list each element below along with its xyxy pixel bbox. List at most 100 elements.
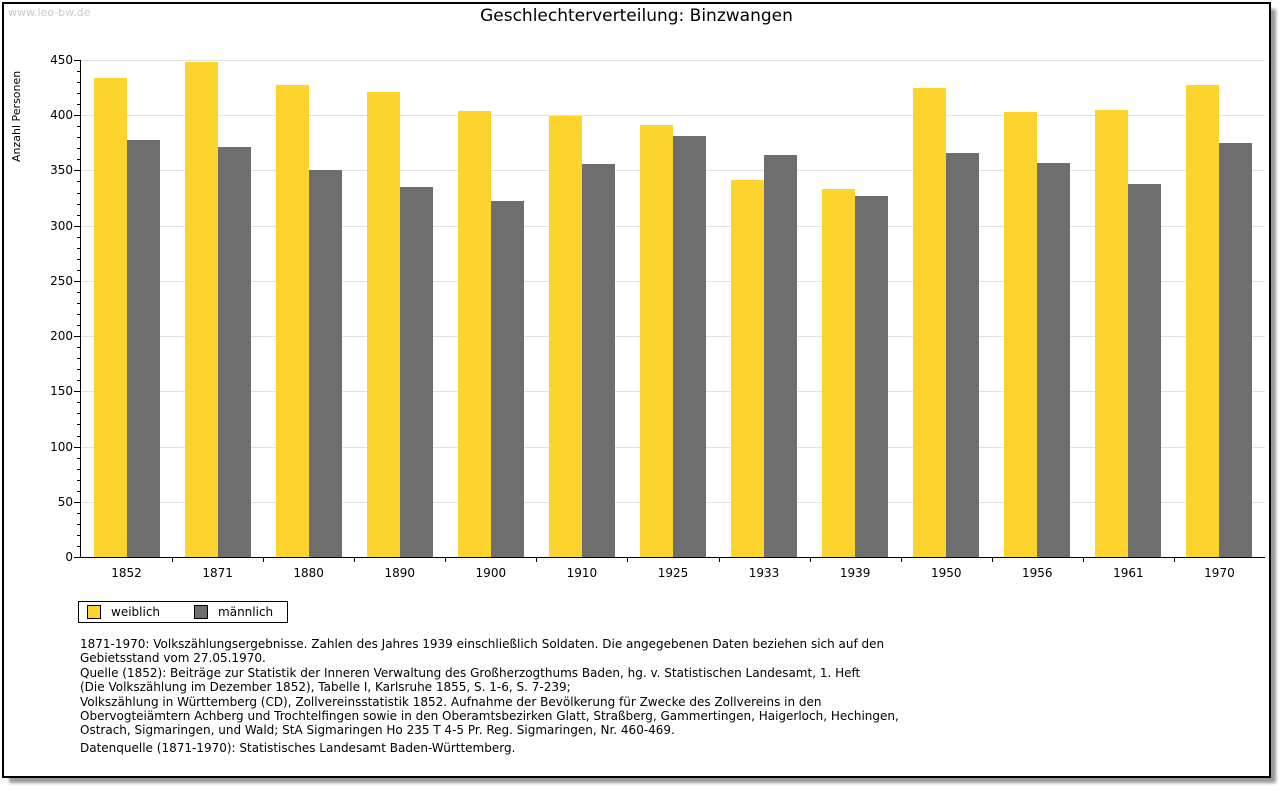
y-axis-tick <box>77 82 80 84</box>
datasource-note: Datenquelle (1871-1970): Statistisches L… <box>80 741 516 755</box>
bar-weiblich-1852 <box>93 77 127 557</box>
x-axis-tick <box>809 558 811 562</box>
y-tick-label: 50 <box>57 494 73 509</box>
bar-männlich-1890 <box>399 187 433 557</box>
x-tick-label: 1925 <box>657 566 689 580</box>
x-tick-label: 1939 <box>839 566 871 580</box>
bar-weiblich-1910 <box>548 116 582 557</box>
y-axis-tick <box>74 170 80 172</box>
bar-weiblich-1890 <box>366 92 400 557</box>
footnote-line: Ostrach, Sigmaringen, und Wald; StA Sigm… <box>80 723 675 738</box>
x-axis-tick <box>991 558 993 562</box>
y-axis-tick <box>77 545 80 547</box>
weiblich-swatch <box>87 605 101 619</box>
chart-title: Geschlechterverteilung: Binzwangen <box>480 6 793 26</box>
x-axis-tick <box>1082 558 1084 562</box>
y-axis-tick <box>77 479 80 481</box>
y-axis-tick <box>74 280 80 282</box>
footnote-line: Obervogteiämtern Achberg und Trochtelfin… <box>80 709 899 724</box>
y-tick-label: 0 <box>65 550 73 564</box>
footnote-line: Quelle (1852): Beiträge zur Statistik de… <box>80 665 861 680</box>
y-axis-tick <box>77 302 80 304</box>
y-axis-tick <box>77 192 80 194</box>
footnotes: 1871-1970: Volkszählungsergebnisse. Zahl… <box>80 637 899 738</box>
y-axis-tick <box>77 93 80 95</box>
x-axis-tick <box>627 558 629 562</box>
maennlich-swatch <box>194 605 209 619</box>
y-axis-tick <box>77 126 80 128</box>
bar-weiblich-1950 <box>913 87 947 557</box>
x-axis-tick <box>536 558 538 562</box>
gridline <box>81 115 1265 117</box>
y-axis-tick <box>77 71 80 73</box>
bar-männlich-1852 <box>126 139 160 557</box>
bar-weiblich-1956 <box>1004 111 1038 557</box>
x-tick-label: 1852 <box>111 566 142 580</box>
legend-item-maennlich: männlich <box>194 605 273 619</box>
y-axis-tick <box>77 490 80 492</box>
x-tick-label: 1950 <box>930 566 962 580</box>
y-axis-tick <box>74 225 80 227</box>
bar-männlich-1970 <box>1219 142 1253 557</box>
y-axis-tick <box>74 115 80 117</box>
footnote-line: (Die Volkszählung im Dezember 1852), Tab… <box>80 680 571 695</box>
x-tick-label: 1880 <box>293 566 324 580</box>
footnote-line: 1871-1970: Volkszählungsergebnisse. Zahl… <box>80 637 885 651</box>
legend-label-maennlich: männlich <box>218 605 274 619</box>
x-axis-tick <box>1173 558 1175 562</box>
y-axis-tick <box>77 258 80 260</box>
x-tick-label: 1956 <box>1022 566 1053 580</box>
bar-männlich-1910 <box>581 163 615 557</box>
y-axis-tick <box>77 435 80 437</box>
bar-weiblich-1900 <box>457 110 491 557</box>
gridline <box>81 60 1265 61</box>
x-axis-tick <box>445 558 447 562</box>
x-axis-tick <box>900 558 902 562</box>
y-tick-label: 150 <box>50 384 73 399</box>
y-axis-tick <box>77 512 80 514</box>
y-axis-tick <box>77 380 80 382</box>
x-tick-label: 1961 <box>1113 566 1144 580</box>
legend: weiblich männlich <box>78 601 289 623</box>
y-axis-tick <box>74 501 80 503</box>
y-tick-label: 350 <box>50 163 73 178</box>
y-axis-tick <box>77 468 80 470</box>
y-tick-label: 200 <box>50 329 73 344</box>
x-tick-label: 1970 <box>1204 566 1235 580</box>
x-tick-label: 1933 <box>748 566 780 580</box>
y-axis-tick <box>77 358 80 360</box>
y-tick-label: 400 <box>50 108 73 123</box>
legend-label-weiblich: weiblich <box>111 605 161 619</box>
y-axis-tick <box>77 269 80 271</box>
bar-männlich-1950 <box>946 152 980 557</box>
y-axis-tick <box>77 325 80 327</box>
y-axis-tick <box>77 369 80 371</box>
bar-männlich-1939 <box>855 195 889 557</box>
bar-weiblich-1939 <box>822 189 856 557</box>
y-axis-tick <box>77 291 80 293</box>
bar-männlich-1956 <box>1037 162 1071 557</box>
legend-item-weiblich: weiblich <box>87 605 160 619</box>
x-axis-tick <box>354 558 356 562</box>
y-tick-label: 250 <box>50 273 73 288</box>
y-tick-label: 450 <box>50 53 73 67</box>
bar-weiblich-1970 <box>1186 85 1220 557</box>
x-tick-label: 1890 <box>384 566 416 580</box>
y-axis-tick <box>77 104 80 106</box>
watermark: www.leo-bw.de <box>8 6 91 19</box>
bar-männlich-1925 <box>673 136 706 557</box>
bar-männlich-1933 <box>764 154 798 557</box>
y-axis-tick <box>74 446 80 448</box>
y-axis-tick <box>77 137 80 139</box>
bar-männlich-1880 <box>308 170 342 557</box>
bar-männlich-1871 <box>217 147 251 557</box>
x-axis-tick <box>718 558 720 562</box>
bar-weiblich-1933 <box>731 180 765 557</box>
y-axis-tick <box>77 314 80 316</box>
y-axis-tick <box>77 236 80 238</box>
y-axis-tick <box>77 214 80 216</box>
y-axis-tick <box>74 60 80 61</box>
y-axis-tick <box>77 203 80 205</box>
y-axis-tick <box>77 534 80 536</box>
y-axis-tick <box>77 159 80 161</box>
